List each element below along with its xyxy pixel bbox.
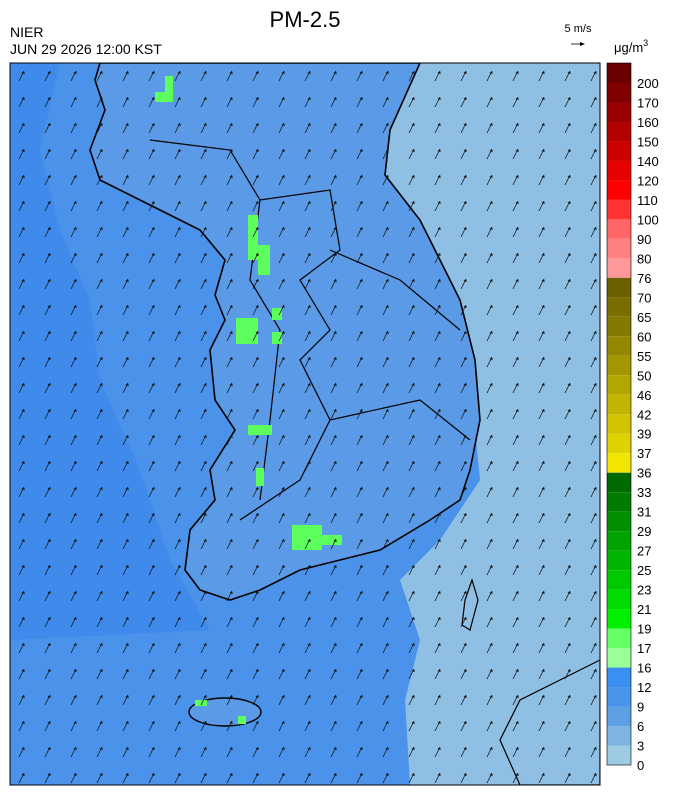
colorbar-tick-label: 23 [637,583,651,598]
colorbar-tick-label: 150 [637,134,659,149]
colorbar-tick-label: 160 [637,115,659,130]
colorbar-swatch [607,667,631,688]
colorbar-swatch [607,492,631,512]
colorbar-swatch [607,394,631,415]
colorbar-tick-label: 60 [637,329,651,344]
colorbar-swatch [607,160,631,181]
colorbar-tick-label: 70 [637,290,651,305]
colorbar-tick-label: 80 [637,251,651,266]
colorbar-tick-label: 27 [637,544,651,559]
colorbar-tick-label: 0 [637,758,644,773]
colorbar-swatch [607,180,631,200]
colorbar-tick-label: 140 [637,154,659,169]
colorbar-tick-label: 16 [637,661,651,676]
colorbar-swatch [607,219,631,239]
colorbar-tick-label: 37 [637,446,651,461]
colorbar-tick-label: 12 [637,680,651,695]
unit: μg/m3 [614,38,648,55]
colorbar: 2001701601501401201101009080767065605550… [606,62,659,773]
colorbar-swatch [607,726,631,746]
colorbar-tick-label: 29 [637,524,651,539]
colorbar-swatch [607,706,631,727]
timestamp: JUN 29 2026 12:00 KST [10,41,162,57]
colorbar-tick-label: 90 [637,232,651,247]
colorbar-swatch [607,550,631,571]
unit-power: 3 [643,38,648,48]
colorbar-swatch [607,277,631,298]
colorbar-swatch [607,472,631,493]
colorbar-tick-label: 33 [637,485,651,500]
colorbar-tick-label: 39 [637,427,651,442]
colorbar-frame [606,62,632,766]
agency: NIER [10,24,43,40]
colorbar-swatch [607,336,631,356]
colorbar-swatch [607,199,631,220]
colorbar-swatch [607,238,631,259]
colorbar-tick-label: 50 [637,368,651,383]
colorbar-tick-label: 42 [637,407,651,422]
colorbar-swatch [607,414,631,434]
colorbar-swatch [607,628,631,649]
colorbar-tick-label: 200 [637,76,659,91]
colorbar-tick-label: 21 [637,602,651,617]
colorbar-swatch [607,589,631,610]
colorbar-swatch [607,355,631,376]
colorbar-tick-label: 46 [637,388,651,403]
colorbar-tick-label: 100 [637,212,659,227]
colorbar-tick-label: 55 [637,349,651,364]
colorbar-swatch [607,745,631,765]
map [10,63,600,785]
colorbar-swatch [607,531,631,551]
colorbar-swatch [607,609,631,629]
colorbar-swatch [607,102,631,122]
colorbar-tick-label: 36 [637,466,651,481]
colorbar-swatch [607,511,631,532]
colorbar-tick-label: 65 [637,310,651,325]
unit-base: μg/m [614,40,643,55]
colorbar-swatch [607,648,631,668]
colorbar-swatch [607,63,631,83]
colorbar-swatch [607,375,631,395]
title: PM-2.5 [270,7,341,32]
colorbar-tick-label: 76 [637,271,651,286]
wind-arrows [10,63,600,785]
colorbar-swatch [607,687,631,707]
colorbar-swatch [607,297,631,317]
colorbar-tick-label: 19 [637,622,651,637]
wind-key-arrow [571,42,585,46]
colorbar-swatch [607,453,631,473]
colorbar-tick-label: 25 [637,563,651,578]
colorbar-tick-label: 110 [637,193,658,208]
colorbar-swatch [607,141,631,161]
colorbar-swatch [607,121,631,142]
colorbar-swatch [607,258,631,278]
colorbar-tick-label: 170 [637,95,659,110]
map-frame [9,62,601,786]
colorbar-tick-label: 6 [637,719,644,734]
colorbar-tick-label: 3 [637,739,644,754]
wind-key-label: 5 m/s [565,23,592,35]
colorbar-swatch [607,83,631,103]
colorbar-swatch [607,570,631,590]
colorbar-tick-label: 31 [637,505,651,520]
colorbar-swatch [607,316,631,337]
colorbar-tick-label: 9 [637,700,644,715]
colorbar-tick-label: 17 [637,641,651,656]
colorbar-swatch [607,433,631,454]
colorbar-tick-label: 120 [637,173,659,188]
